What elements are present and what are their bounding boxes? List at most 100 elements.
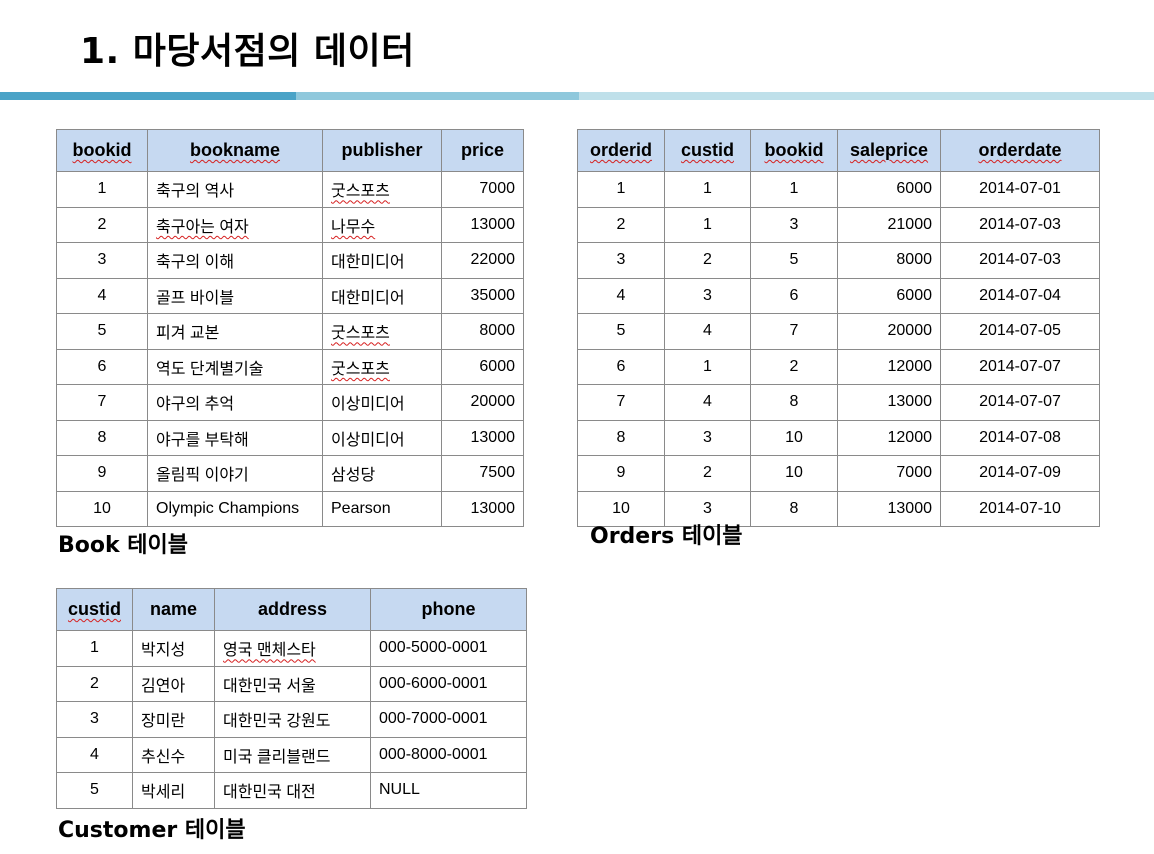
book-cell-text: 6 bbox=[97, 357, 107, 375]
book-cell: 올림픽 이야기 bbox=[147, 455, 323, 492]
orders-cell: 2014-07-03 bbox=[940, 206, 1100, 243]
orders-cell: 2014-07-04 bbox=[940, 277, 1100, 314]
book-cell: 야구의 추억 bbox=[147, 384, 323, 421]
book-cell-text: 야구의 추억 bbox=[156, 396, 235, 414]
orders-table-row: 1 1 1 6000 2014-07-01 bbox=[577, 171, 1100, 208]
book-cell: 13000 bbox=[441, 206, 524, 243]
customer-cell: 000-6000-0001 bbox=[370, 665, 527, 702]
orders-cell-text: 8 bbox=[616, 428, 626, 446]
orders-cell: 4 bbox=[577, 277, 665, 314]
book-cell-text: 1 bbox=[97, 180, 107, 198]
orders-cell: 8 bbox=[577, 419, 665, 456]
book-cell-text: 35000 bbox=[470, 286, 516, 304]
orders-cell: 2014-07-09 bbox=[940, 455, 1100, 492]
customer-cell: 대한민국 서울 bbox=[214, 665, 371, 702]
book-cell-text: 피겨 교본 bbox=[156, 325, 220, 343]
book-cell-text: 축구의 이해 bbox=[156, 254, 235, 272]
orders-cell: 1 bbox=[664, 348, 751, 385]
customer-table-caption: Customer 테이블 bbox=[58, 818, 246, 843]
orders-table-row: 8 3 10 12000 2014-07-08 bbox=[577, 419, 1100, 456]
orders-table-row: 2 1 3 21000 2014-07-03 bbox=[577, 206, 1100, 243]
orders-cell: 2014-07-07 bbox=[940, 348, 1100, 385]
book-column-header-label: publisher bbox=[341, 140, 423, 160]
accent-bar-light bbox=[579, 92, 1154, 100]
orders-cell-text: 2014-07-08 bbox=[979, 428, 1061, 446]
orders-table-row: 4 3 6 6000 2014-07-04 bbox=[577, 277, 1100, 314]
orders-cell-text: 2014-07-09 bbox=[979, 464, 1061, 482]
book-table-row: 6 역도 단계별기술 굿스포츠 6000 bbox=[56, 348, 524, 385]
orders-cell: 2014-07-03 bbox=[940, 242, 1100, 279]
customer-cell: 대한민국 강원도 bbox=[214, 701, 371, 738]
customer-cell: 추신수 bbox=[132, 736, 215, 773]
orders-cell: 3 bbox=[664, 490, 751, 527]
book-cell: 22000 bbox=[441, 242, 524, 279]
customer-cell: 4 bbox=[56, 736, 133, 773]
customer-cell: NULL bbox=[370, 772, 527, 809]
orders-table-row: 6 1 2 12000 2014-07-07 bbox=[577, 348, 1100, 385]
orders-cell-text: 6000 bbox=[896, 180, 932, 198]
book-cell: 35000 bbox=[441, 277, 524, 314]
book-table-row: 4 골프 바이블 대한미디어 35000 bbox=[56, 277, 524, 314]
customer-cell-text: 대한민국 강원도 bbox=[223, 713, 331, 731]
customer-column-header-label: phone bbox=[421, 599, 476, 619]
book-cell-text: 6000 bbox=[479, 357, 515, 375]
book-table-row: 5 피겨 교본 굿스포츠 8000 bbox=[56, 313, 524, 350]
orders-column-header-label: custid bbox=[680, 140, 734, 160]
book-cell-text: 4 bbox=[97, 286, 107, 304]
orders-column-header: custid bbox=[664, 129, 751, 172]
customer-cell: 000-8000-0001 bbox=[370, 736, 527, 773]
book-cell-text: 7000 bbox=[479, 180, 515, 198]
book-table-row: 10 Olympic Champions Pearson 13000 bbox=[56, 490, 524, 527]
book-cell: 굿스포츠 bbox=[322, 348, 442, 385]
book-cell: 축구아는 여자 bbox=[147, 206, 323, 243]
book-cell: 골프 바이블 bbox=[147, 277, 323, 314]
book-cell: 1 bbox=[56, 171, 148, 208]
accent-bar-mid bbox=[296, 92, 579, 100]
orders-cell-text: 2014-07-03 bbox=[979, 215, 1061, 233]
orders-cell-text: 2 bbox=[703, 464, 712, 482]
book-cell-text: 야구를 부탁해 bbox=[156, 431, 249, 449]
customer-cell-text: 000-6000-0001 bbox=[379, 674, 488, 692]
book-cell-text: 굿스포츠 bbox=[331, 183, 390, 201]
book-column-header: price bbox=[441, 129, 524, 172]
book-cell: 2 bbox=[56, 206, 148, 243]
orders-cell-text: 12000 bbox=[887, 357, 933, 375]
orders-cell: 5 bbox=[750, 242, 838, 279]
customer-cell: 5 bbox=[56, 772, 133, 809]
orders-cell: 20000 bbox=[837, 313, 941, 350]
customer-table-row: 3 장미란 대한민국 강원도 000-7000-0001 bbox=[56, 701, 527, 738]
book-cell-text: 대한미디어 bbox=[331, 289, 405, 307]
orders-table-caption: Orders 테이블 bbox=[590, 524, 743, 549]
orders-cell-text: 1 bbox=[703, 215, 712, 233]
book-cell: 피겨 교본 bbox=[147, 313, 323, 350]
book-cell: 8 bbox=[56, 419, 148, 456]
book-cell: 축구의 이해 bbox=[147, 242, 323, 279]
book-cell: 9 bbox=[56, 455, 148, 492]
orders-cell-text: 1 bbox=[789, 180, 799, 198]
book-table-caption: Book 테이블 bbox=[58, 533, 189, 558]
customer-table-row: 1 박지성 영국 맨체스타 000-5000-0001 bbox=[56, 630, 527, 667]
customer-cell: 박세리 bbox=[132, 772, 215, 809]
customer-column-header-label: custid bbox=[67, 599, 121, 619]
book-cell-text: 13000 bbox=[470, 215, 516, 233]
orders-cell: 1 bbox=[664, 171, 751, 208]
customer-cell: 미국 클리블랜드 bbox=[214, 736, 371, 773]
orders-cell-text: 4 bbox=[703, 393, 712, 411]
book-cell-text: 골프 바이블 bbox=[156, 289, 235, 307]
orders-cell-text: 3 bbox=[703, 428, 712, 446]
orders-cell: 3 bbox=[664, 277, 751, 314]
book-cell-text: 5 bbox=[97, 322, 107, 340]
book-cell: 굿스포츠 bbox=[322, 313, 442, 350]
orders-cell: 21000 bbox=[837, 206, 941, 243]
orders-cell: 2014-07-05 bbox=[940, 313, 1100, 350]
orders-cell: 7 bbox=[577, 384, 665, 421]
customer-cell-text: 미국 클리블랜드 bbox=[223, 748, 331, 766]
orders-cell: 3 bbox=[577, 242, 665, 279]
orders-cell: 2 bbox=[577, 206, 665, 243]
book-cell-text: 10 bbox=[93, 499, 111, 517]
customer-cell: 장미란 bbox=[132, 701, 215, 738]
book-cell: 13000 bbox=[441, 490, 524, 527]
orders-cell-text: 8 bbox=[789, 499, 799, 517]
customer-cell: 3 bbox=[56, 701, 133, 738]
orders-cell-text: 6000 bbox=[896, 286, 932, 304]
